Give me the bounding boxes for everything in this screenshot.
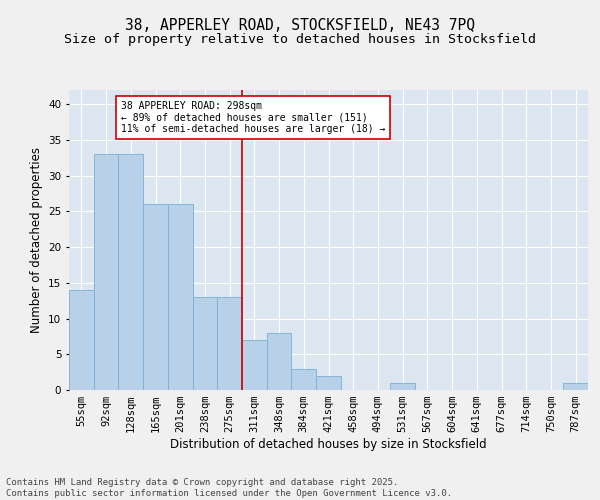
Bar — [390, 383, 415, 390]
Bar — [94, 154, 118, 390]
Bar — [267, 333, 292, 390]
Bar — [242, 340, 267, 390]
Bar — [316, 376, 341, 390]
Bar — [193, 297, 217, 390]
Bar — [69, 290, 94, 390]
Bar — [168, 204, 193, 390]
Text: Contains HM Land Registry data © Crown copyright and database right 2025.
Contai: Contains HM Land Registry data © Crown c… — [6, 478, 452, 498]
Y-axis label: Number of detached properties: Number of detached properties — [29, 147, 43, 333]
Text: 38, APPERLEY ROAD, STOCKSFIELD, NE43 7PQ: 38, APPERLEY ROAD, STOCKSFIELD, NE43 7PQ — [125, 18, 475, 32]
Bar — [563, 383, 588, 390]
Bar — [143, 204, 168, 390]
Bar — [292, 368, 316, 390]
X-axis label: Distribution of detached houses by size in Stocksfield: Distribution of detached houses by size … — [170, 438, 487, 451]
Text: 38 APPERLEY ROAD: 298sqm
← 89% of detached houses are smaller (151)
11% of semi-: 38 APPERLEY ROAD: 298sqm ← 89% of detach… — [121, 100, 385, 134]
Text: Size of property relative to detached houses in Stocksfield: Size of property relative to detached ho… — [64, 32, 536, 46]
Bar — [217, 297, 242, 390]
Bar — [118, 154, 143, 390]
